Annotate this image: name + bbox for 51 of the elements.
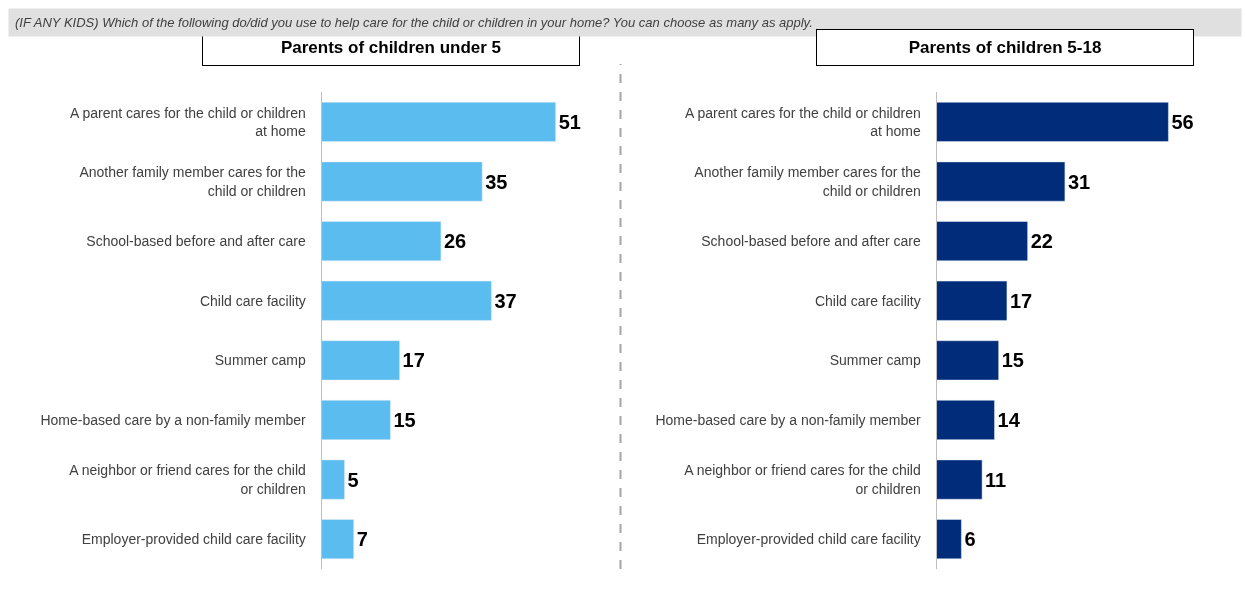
data-label: 51 — [558, 110, 581, 133]
bar — [321, 400, 391, 440]
bar — [936, 400, 995, 440]
y-tick-label: Child care facility — [814, 292, 921, 309]
bar — [936, 459, 983, 500]
data-label: 17 — [1009, 289, 1033, 312]
y-tick-label: Employer-provided child care facility — [696, 531, 921, 548]
data-label: 11 — [985, 468, 1007, 491]
y-tick-label: Employer-provided child care facility — [81, 531, 306, 548]
y-tick-label: Home-based care by a non-family member — [655, 411, 922, 428]
bar — [936, 102, 1169, 142]
bar — [321, 340, 400, 381]
bar — [321, 459, 345, 500]
y-tick-label: A neighbor or friend cares for the child or children — [684, 462, 921, 497]
y-tick-label: Another family member cares for the child or children — [79, 164, 307, 199]
chart-title: Parents of children 5-18 — [908, 38, 1102, 57]
y-tick-label: Home-based care by a non-family member — [40, 411, 307, 428]
y-tick-label: Summer camp — [214, 352, 306, 369]
data-label: 56 — [1171, 110, 1194, 133]
data-label: 17 — [402, 349, 425, 372]
data-label: 6 — [964, 528, 976, 551]
bar — [321, 161, 483, 202]
data-label: 15 — [393, 408, 416, 431]
y-tick-label: A parent cares for the child or children at home — [684, 104, 921, 139]
data-label: 14 — [997, 408, 1021, 431]
data-label: 15 — [1001, 349, 1024, 372]
bar — [321, 221, 442, 262]
y-tick-label: School-based before and after care — [701, 233, 921, 250]
chart-title: Parents of children under 5 — [280, 38, 502, 57]
bar — [936, 519, 962, 560]
y-tick-label: Child care facility — [199, 292, 306, 309]
y-tick-label: A neighbor or friend cares for the child or children — [69, 462, 306, 497]
data-label: 35 — [485, 170, 508, 193]
bar — [936, 161, 1066, 202]
bar — [321, 280, 492, 321]
y-tick-label: A parent cares for the child or children at home — [70, 104, 307, 139]
y-tick-label: School-based before and after care — [86, 233, 306, 250]
data-label: 22 — [1030, 230, 1053, 253]
bar — [936, 221, 1028, 262]
bar — [321, 102, 556, 142]
data-label: 31 — [1067, 170, 1091, 193]
bar — [936, 280, 1008, 321]
data-label: 5 — [347, 468, 359, 491]
data-label: 7 — [356, 528, 368, 551]
bar — [321, 519, 354, 560]
data-label: 37 — [494, 289, 517, 312]
y-tick-label: Summer camp — [829, 352, 921, 369]
bar — [936, 340, 999, 381]
data-label: 26 — [443, 230, 467, 253]
text: (IF ANY KIDS) Which of the following do/did you use to help care for the child or children in your home? You can choose as many as apply. — [15, 15, 813, 30]
y-tick-label: Another family member cares for the child or children — [694, 164, 921, 199]
